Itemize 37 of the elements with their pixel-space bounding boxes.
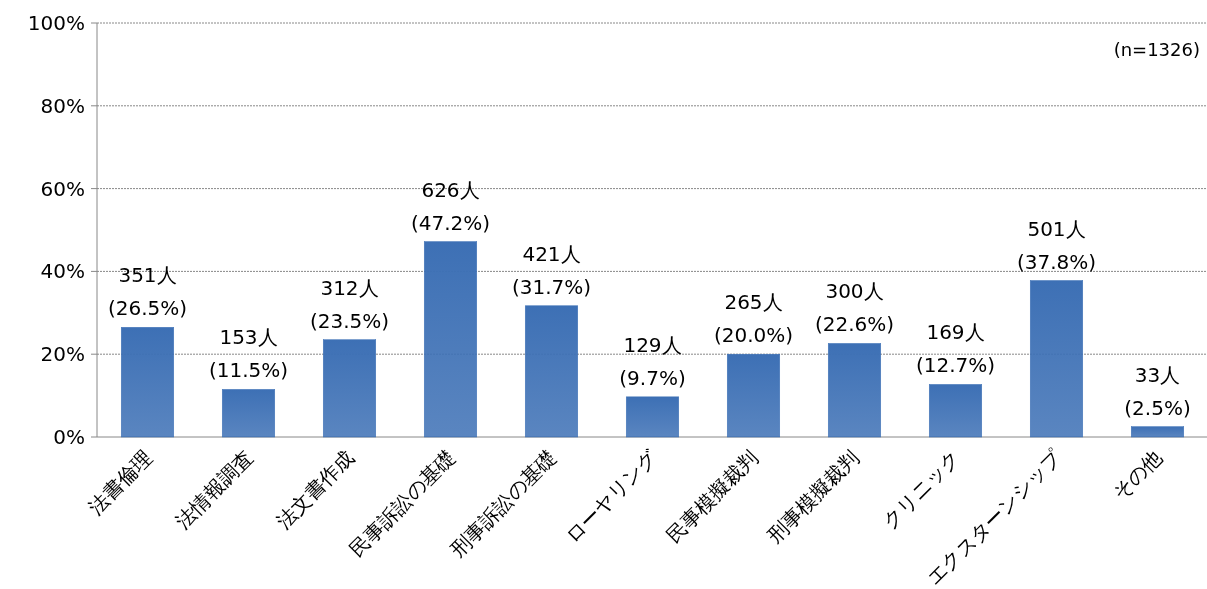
y-tick-label: 0% [53, 425, 85, 449]
bar [928, 384, 983, 438]
data-label: 421人 (31.7%) [511, 241, 592, 299]
data-label: 501人 (37.8%) [1016, 216, 1097, 274]
y-tick-label: 60% [40, 176, 85, 201]
x-tick-label: 法書倫理 [83, 445, 158, 520]
bar [221, 389, 276, 438]
x-tick-label: 法文書作成 [271, 445, 360, 534]
data-label: 351人 (26.5%) [107, 263, 188, 321]
data-label: 265人 (20.0%) [713, 290, 794, 348]
x-tick-label: その他 [1107, 445, 1168, 505]
bar [625, 396, 680, 438]
bar [726, 353, 781, 438]
x-tick-label: クリニック [877, 445, 966, 534]
bar [120, 327, 175, 438]
data-label: 129人 (9.7%) [619, 332, 686, 390]
bar [322, 339, 377, 438]
annotation: (n=1326) [1113, 39, 1200, 60]
y-tick-label: 80% [40, 93, 85, 118]
data-label: 300人 (22.6%) [814, 279, 895, 337]
x-tick-label: 民事模擬裁判 [661, 445, 764, 548]
data-label: 153人 (11.5%) [208, 325, 289, 383]
bar [827, 343, 882, 438]
x-tick-label: ローヤリング [560, 444, 663, 548]
y-tick-label: 40% [40, 259, 85, 284]
data-label: 626人 (47.2%) [410, 177, 491, 235]
x-tick-label: 刑事模擬裁判 [762, 445, 865, 548]
bar [524, 305, 579, 438]
bar [423, 241, 478, 438]
bar [1029, 280, 1084, 438]
data-label: 33人 (2.5%) [1124, 362, 1191, 420]
bar [1130, 426, 1185, 438]
data-label: 312人 (23.5%) [309, 275, 390, 333]
x-tick-label: 法情報調査 [170, 445, 259, 534]
y-tick-label: 100% [27, 11, 85, 35]
data-label: 169人 (12.7%) [915, 320, 996, 378]
y-tick-label: 20% [40, 342, 85, 367]
